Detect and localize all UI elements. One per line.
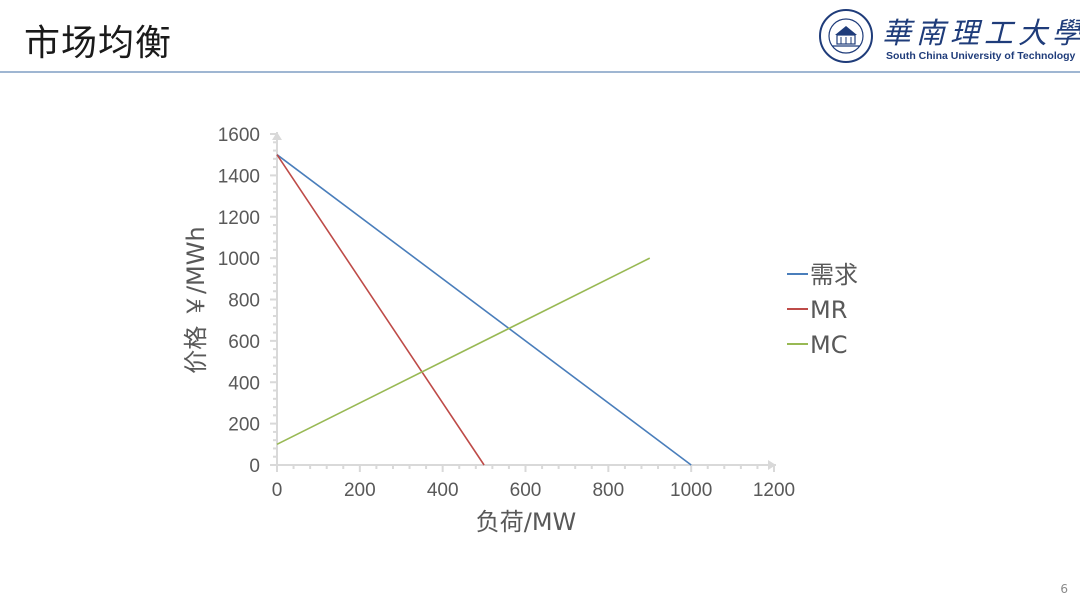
university-name-english: South China University of Technology [886, 50, 1076, 62]
y-axis-arrow [272, 132, 282, 140]
legend-label-demand: 需求 [810, 261, 858, 289]
legend-label-mr: MR [810, 296, 847, 324]
x-tick-label: 200 [344, 480, 376, 501]
y-tick-label: 200 [228, 415, 260, 436]
page-number: 6 [1060, 582, 1068, 596]
x-tick-label: 400 [427, 480, 459, 501]
x-axis-arrow [768, 460, 776, 470]
x-tick-label: 600 [510, 480, 542, 501]
chart-legend: 需求 MR MC [787, 261, 858, 359]
title-divider [0, 71, 1080, 73]
x-tick-label: 800 [592, 480, 624, 501]
y-tick-label: 800 [228, 291, 260, 312]
mc-line [276, 257, 651, 446]
y-axis-title: 价格 ￥/MWh [182, 226, 210, 373]
y-tick-label: 0 [249, 456, 260, 477]
y-tick-label: 600 [228, 332, 260, 353]
x-tick-label: 0 [272, 480, 283, 501]
y-tick-label: 1400 [218, 166, 260, 187]
demand-line [276, 154, 692, 466]
slide-title: 市场均衡 [24, 23, 173, 64]
x-tick-label: 1000 [670, 480, 712, 501]
x-tick-label: 1200 [753, 480, 795, 501]
y-tick-label: 1600 [218, 125, 260, 146]
y-tick-label: 1200 [218, 208, 260, 229]
mr-line [276, 154, 485, 466]
x-axis-title: 负荷/MW [476, 508, 577, 536]
university-logo: 華南理工大學 South China University of Technol… [818, 6, 1080, 66]
y-tick-label: 1000 [218, 249, 260, 270]
university-name-chinese: 華南理工大學 [882, 16, 1080, 50]
chart-series [276, 154, 692, 466]
chart-axes [270, 132, 776, 472]
legend-label-mc: MC [810, 331, 847, 359]
chart-tick-labels: 0 200 400 600 800 1000 1200 0 200 400 600 800 1000 12… [218, 125, 795, 501]
y-tick-label: 400 [228, 373, 260, 394]
university-seal-icon [819, 9, 873, 63]
